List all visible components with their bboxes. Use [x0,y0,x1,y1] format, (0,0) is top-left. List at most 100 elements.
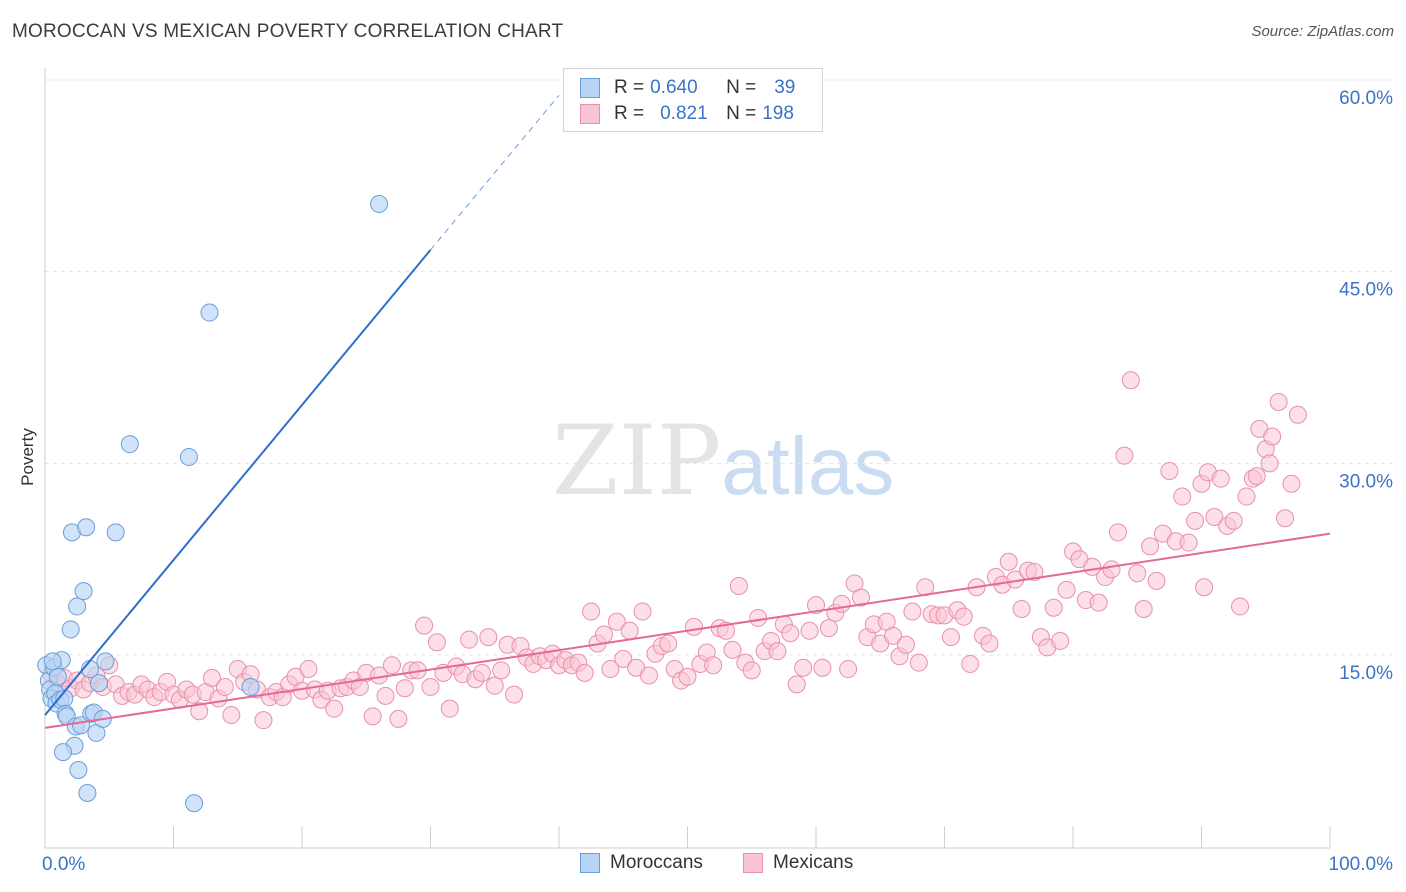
mexican-point [215,677,234,696]
watermark-zip: ZIP [552,405,722,517]
moroccan-points [37,194,389,813]
mexican-point [415,616,434,635]
source-label: Source: ZipAtlas.com [1251,23,1394,40]
mexican-point [659,634,678,653]
mexican-point [1276,509,1295,528]
moroccan-point [69,761,88,779]
mexican-point [903,602,922,621]
mexican-point [1195,578,1214,597]
y-tick-label: 60.0% [1339,88,1393,109]
mexican-point [768,642,787,661]
mexican-point [1102,560,1121,579]
legend-n-value: 39 [774,77,796,98]
mexican-point [421,677,440,696]
mexican-point [1025,562,1044,581]
mexican-point [1057,580,1076,599]
mexican-point [440,699,459,718]
mexican-point [505,685,524,704]
moroccan-point [48,667,67,686]
bottom-legend-label: Moroccans [610,852,703,873]
mexican-point [1128,564,1147,583]
mexican-point [620,621,639,640]
moroccan-swatch [580,78,600,98]
mexican-point [190,702,209,721]
mexican-point [1147,571,1166,590]
moroccan-point [78,784,97,802]
mexican-point [1205,508,1224,526]
mexican-point [389,709,408,728]
mexican-point [1051,631,1070,650]
mexican-point [1269,393,1288,411]
bottom-legend-moroccans: Moroccans [580,852,703,874]
mexican-point [376,686,395,705]
legend-r-value: 0.640 [650,77,698,98]
legend-r-label: R = [614,103,645,124]
moroccan-point [370,194,389,213]
x-tick-label: 0.0% [42,854,85,875]
mexican-point [363,707,382,726]
bottom-legend-mexicans: Mexicans [743,852,853,874]
mexican-point [1044,598,1063,617]
moroccan-point [68,597,87,616]
mexican-point [639,666,658,685]
mexican-point [395,679,414,698]
mexican-point [472,663,491,682]
moroccan-point [241,677,260,696]
mexican-point [851,588,870,607]
mexican-point [813,658,832,677]
mexican-point [1288,405,1307,424]
mexican-point [1179,533,1198,552]
mexican-point [941,628,960,647]
mexican-point [492,661,511,680]
mexican-point [678,667,697,686]
mexican-point [1121,371,1140,390]
moroccan-point [61,620,80,639]
mexican-point [839,660,858,679]
grid [45,79,1393,656]
watermark: ZIPatlas [552,405,894,517]
mexican-point [1134,600,1153,618]
mexican-point [742,661,761,680]
moroccan-point [96,652,115,671]
moroccan-trend-line [44,249,432,716]
mexican-point [382,656,401,675]
moroccan-point [89,674,108,693]
mexican-point [607,612,626,631]
mexican-point [1211,469,1230,488]
moroccan-point [53,743,72,762]
mexican-point [1141,537,1160,556]
mexican-point [582,602,601,621]
mexican-point [1263,427,1282,446]
y-tick-label: 15.0% [1339,663,1393,684]
moroccan-point [43,652,62,671]
mexican-point [1282,474,1301,493]
mexican-point [684,617,703,636]
mexican-point [485,676,504,695]
mexican-point [1173,487,1192,506]
mexican-point [954,607,973,626]
mexican-point [460,630,479,649]
mexican-point [884,626,903,645]
y-axis-label: Poverty [18,428,37,486]
trend-lines [44,95,1331,729]
mexican-point [749,608,768,627]
moroccan-point [120,435,139,454]
y-tick-label: 30.0% [1339,471,1393,492]
moroccan-point [185,794,204,813]
mexican-point [222,706,241,725]
mexican-point [614,649,633,668]
legend-r-value: 0.821 [660,103,708,124]
moroccan-point [106,523,125,542]
mexican-swatch [743,853,763,873]
mexican-point [203,669,222,687]
mexican-point [479,628,498,647]
correlation-legend: R = 0.640 N = 39 R = 0.821 N = 198 [563,68,823,132]
mexican-point [1231,597,1250,616]
mexican-point [794,658,813,677]
mexican-point [1224,511,1243,530]
watermark-atlas: atlas [721,421,895,512]
legend-row-moroccans: R = 0.640 N = 39 [580,76,795,100]
mexican-point [601,660,620,679]
mexican-point [1247,467,1266,486]
